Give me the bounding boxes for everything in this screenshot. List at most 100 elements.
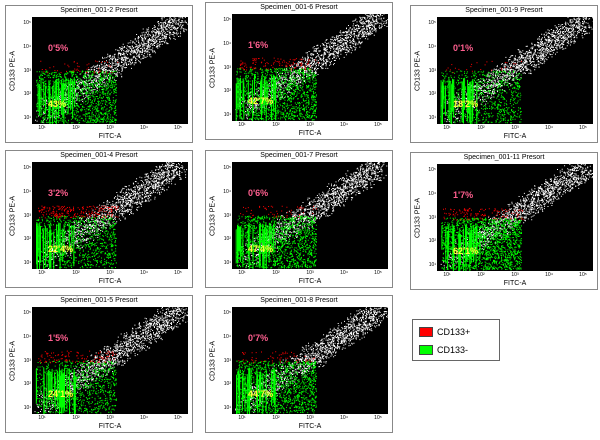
x-tick-label: 10² <box>477 125 485 131</box>
cd133-pos-percent: 0'6% <box>248 188 269 198</box>
panel-title: Specimen_001-11 Presort <box>463 154 545 161</box>
y-tick-label: 10⁵ <box>428 20 436 26</box>
plot-area: 0'1% 18'2% <box>437 17 593 124</box>
cd133-pos-events <box>38 350 117 364</box>
x-axis-label: FITC-A <box>503 280 527 287</box>
y-axis-label: CD133 PE-A <box>209 340 217 381</box>
y-tick-label: 10⁴ <box>23 333 31 340</box>
x-tick-label: 10¹ <box>38 270 46 276</box>
cd133-pos-events <box>238 351 315 364</box>
y-ticks: 10⁵ 10⁴ 10³ 10² 10¹ <box>220 162 231 269</box>
y-tick-label: 10³ <box>223 357 231 364</box>
plot-area: 1'5% 24'1% <box>32 307 188 414</box>
x-tick-label: 10¹ <box>38 125 46 131</box>
panel-title: Specimen_001-2 Presort <box>60 7 138 14</box>
y-tick-label: 10³ <box>428 67 436 74</box>
x-tick-label: 10¹ <box>238 270 246 276</box>
y-tick-label: 10² <box>428 91 436 98</box>
scatter-panel-8: Specimen_001-8 Presort CD133 PE-A 10⁵ 10⁴… <box>205 295 393 433</box>
x-tick-label: 10⁵ <box>374 415 382 421</box>
plot-area: 0'7% 44'7% <box>232 307 388 414</box>
cd133-pos-percent: 0'5% <box>48 43 69 53</box>
y-tick-label: 10³ <box>223 212 231 219</box>
cd133-pos-percent: 0'7% <box>248 333 269 343</box>
plot-area: 1'7% 62'1% <box>437 164 593 271</box>
legend: CD133+ CD133- <box>412 319 500 361</box>
panel-title: Specimen_001-7 Presort <box>260 152 338 159</box>
x-tick-label: 10² <box>477 272 485 278</box>
x-tick-label: 10³ <box>511 272 519 278</box>
y-tick-label: 10⁴ <box>223 188 231 195</box>
x-tick-label: 10¹ <box>238 122 246 128</box>
x-tick-label: 10⁴ <box>545 272 553 278</box>
x-tick-label: 10⁵ <box>579 272 587 278</box>
y-tick-label: 10² <box>23 236 31 243</box>
cd133-neg-events <box>235 215 317 269</box>
y-ticks: 10⁵ 10⁴ 10³ 10² 10¹ <box>220 307 231 414</box>
y-tick-label: 10¹ <box>428 115 436 121</box>
cd133-neg-events <box>235 67 317 121</box>
x-tick-label: 10⁴ <box>140 125 148 131</box>
x-tick-label: 10² <box>72 270 80 276</box>
legend-label: CD133+ <box>437 327 471 337</box>
scatter-plot <box>36 162 188 269</box>
y-tick-label: 10⁴ <box>223 333 231 340</box>
cd133-pos-events <box>443 207 524 221</box>
plot-area: 0'5% 43% <box>32 17 188 124</box>
cd133-pos-events <box>446 60 522 74</box>
cd133-neg-percent: 42'7% <box>248 96 274 106</box>
cd133-neg-events <box>441 217 522 271</box>
x-tick-label: 10¹ <box>38 415 46 421</box>
scatter-panel-3: Specimen_001-9 Presort CD133 PE-A 10⁵ 10⁴… <box>410 5 598 143</box>
y-tick-label: 10² <box>223 88 231 95</box>
cd133-neg-events <box>36 70 117 124</box>
x-tick-label: 10⁴ <box>140 415 148 421</box>
x-ticks: 10¹ 10² 10³ 10⁴ 10⁵ <box>32 125 188 133</box>
x-ticks: 10¹ 10² 10³ 10⁴ 10⁵ <box>437 125 593 133</box>
cd133-neg-percent: 47'4% <box>248 244 274 254</box>
x-tick-label: 10¹ <box>443 272 451 278</box>
cd133-pos-events <box>239 57 319 71</box>
y-ticks: 10⁵ 10⁴ 10³ 10² 10¹ <box>425 17 436 124</box>
y-ticks: 10⁵ 10⁴ 10³ 10² 10¹ <box>20 307 31 414</box>
y-tick-label: 10⁴ <box>23 188 31 195</box>
x-axis-label: FITC-A <box>98 423 122 430</box>
x-tick-label: 10² <box>272 415 280 421</box>
y-tick-label: 10⁵ <box>223 310 231 316</box>
cd133-neg-events <box>36 215 117 269</box>
y-tick-label: 10¹ <box>428 262 436 268</box>
legend-swatch <box>419 327 433 337</box>
x-tick-label: 10² <box>272 270 280 276</box>
y-axis-label: CD133 PE-A <box>9 50 17 91</box>
y-tick-label: 10¹ <box>23 405 31 411</box>
x-axis-label: FITC-A <box>98 278 122 285</box>
cd133-pos-events <box>38 205 119 219</box>
x-tick-label: 10³ <box>306 122 314 128</box>
scatter-plot <box>440 164 593 271</box>
scatter-plot <box>440 17 593 124</box>
x-tick-label: 10⁵ <box>174 125 182 131</box>
y-tick-label: 10⁵ <box>23 310 31 316</box>
x-tick-label: 10³ <box>106 270 114 276</box>
x-tick-label: 10² <box>72 125 80 131</box>
y-tick-label: 10² <box>23 381 31 388</box>
y-ticks: 10⁵ 10⁴ 10³ 10² 10¹ <box>20 17 31 124</box>
legend-label: CD133- <box>437 345 469 355</box>
x-ticks: 10¹ 10² 10³ 10⁴ 10⁵ <box>232 122 388 130</box>
cd133-neg-percent: 62'1% <box>453 246 479 256</box>
y-ticks: 10⁵ 10⁴ 10³ 10² 10¹ <box>20 162 31 269</box>
x-tick-label: 10¹ <box>238 415 246 421</box>
x-tick-label: 10⁴ <box>340 122 348 128</box>
x-ticks: 10¹ 10² 10³ 10⁴ 10⁵ <box>232 415 388 423</box>
plot-area: 0'6% 47'4% <box>232 162 388 269</box>
scatter-panel-2: Specimen_001-6 Presort CD133 PE-A 10⁵ 10⁴… <box>205 2 393 140</box>
x-tick-label: 10⁴ <box>140 270 148 276</box>
x-tick-label: 10¹ <box>443 125 451 131</box>
y-tick-label: 10³ <box>428 214 436 221</box>
y-tick-label: 10⁴ <box>428 43 436 50</box>
y-tick-label: 10¹ <box>23 115 31 121</box>
y-tick-label: 10⁵ <box>23 20 31 26</box>
y-tick-label: 10² <box>223 381 231 388</box>
x-tick-label: 10⁵ <box>374 270 382 276</box>
x-axis-label: FITC-A <box>298 278 322 285</box>
